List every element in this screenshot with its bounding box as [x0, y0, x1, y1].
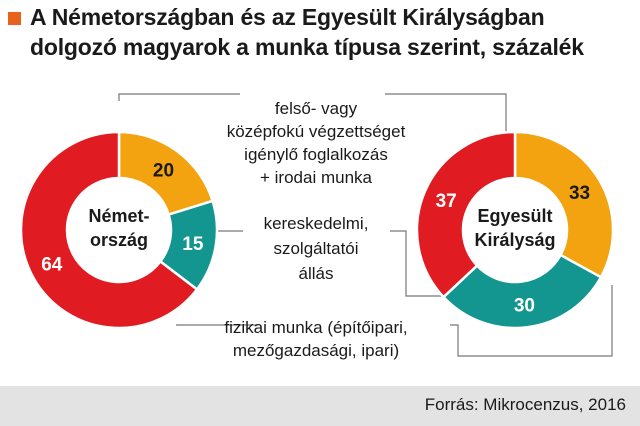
category-label-office-line-2: középfokú végzettséget — [227, 122, 406, 141]
leader-line-office-germany — [118, 93, 240, 101]
category-label-physical-line-2: mezőgazdasági, ipari) — [233, 341, 399, 360]
category-label-service-line-1: kereskedelmi, — [264, 214, 369, 233]
chart-title: A Németországban és az Egyesült Királysá… — [30, 2, 635, 62]
category-label-physical-line-1: fizikai munka (építőipari, — [224, 318, 407, 337]
leader-line-physical-uk — [450, 285, 613, 357]
donut-germany-slice-office — [117, 130, 215, 217]
donut-germany-value-physical: 64 — [41, 254, 63, 275]
title-marker — [8, 12, 21, 25]
footer: Forrás: Mikrocenzus, 2016 — [0, 386, 640, 426]
donut-uk-slice-service — [441, 253, 603, 330]
donut-uk-slice-office — [513, 130, 615, 279]
donut-germany-value-office: 20 — [153, 161, 174, 182]
chart-area: 20 15 64 Német-ország 33 30 37 Egyesült Királysá… — [19, 93, 615, 360]
donut-uk-slice-physical — [415, 130, 517, 299]
donut-uk-value-office: 33 — [569, 183, 590, 204]
donut-germany-label-line-1: Német- — [88, 206, 149, 226]
title-line-1: A Németországban és az Egyesült Királysá… — [30, 4, 545, 30]
donut-germany-value-service: 15 — [182, 234, 204, 255]
donut-germany-slice-physical — [19, 130, 199, 330]
leader-line-service-uk — [390, 230, 458, 297]
donut-uk-label-line-1: Egyesült — [477, 206, 552, 226]
category-label-office-line-4: + irodai munka — [260, 168, 373, 187]
title-line-2: dolgozó magyarok a munka típusa szerint,… — [30, 34, 584, 60]
category-label-office-line-1: felső- vagy — [275, 99, 358, 118]
source-note: Forrás: Mikrocenzus, 2016 — [424, 395, 626, 414]
category-label-service-line-2: szolgáltatói — [273, 239, 358, 258]
category-label-office-line-3: igénylő foglalkozás — [244, 145, 388, 164]
donut-uk-value-service: 30 — [514, 295, 535, 316]
category-label-service-line-3: állás — [299, 264, 334, 283]
donut-uk-label-line-2: Királyság — [474, 230, 555, 250]
donut-germany-label-line-2: ország — [90, 230, 148, 250]
donut-uk-value-physical: 37 — [436, 191, 457, 212]
